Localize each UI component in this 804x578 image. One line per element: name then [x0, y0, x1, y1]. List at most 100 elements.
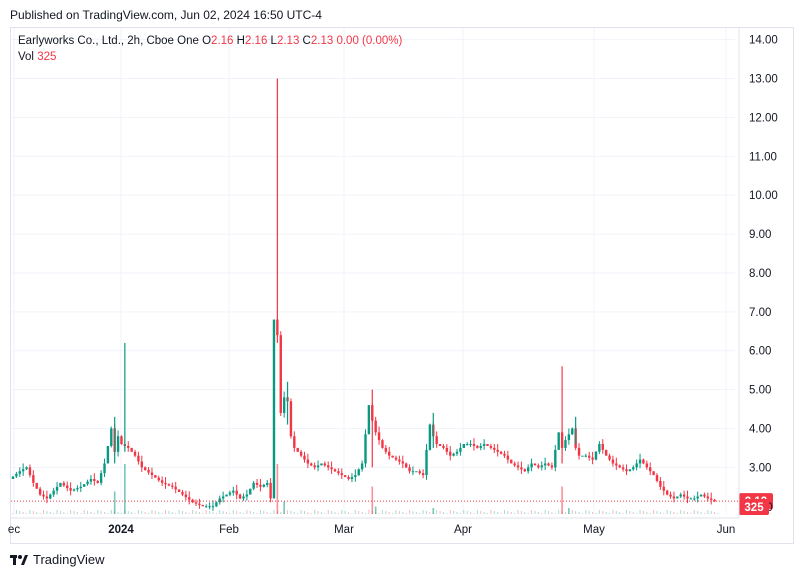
volume-bar: [348, 512, 350, 514]
volume-bar: [351, 513, 353, 514]
volume-bar: [381, 510, 383, 514]
volume-bar: [473, 513, 475, 514]
candle-body: [455, 451, 459, 454]
volume-bar: [476, 510, 478, 514]
candle-body: [269, 482, 272, 499]
volume-bar: [622, 513, 624, 514]
candle-body: [49, 494, 52, 499]
candle-body: [604, 449, 608, 456]
volume-bar: [307, 512, 309, 514]
volume-bar: [324, 513, 326, 514]
candle-body: [76, 488, 79, 490]
volume-bar: [592, 512, 594, 514]
volume-bar: [625, 510, 627, 514]
candle-body: [537, 465, 540, 468]
volume-bar: [371, 486, 374, 514]
volume-bar: [544, 510, 546, 514]
candle-body: [459, 447, 462, 452]
high-label: H: [236, 35, 245, 47]
volume-bar: [670, 511, 672, 514]
candle-body: [404, 463, 408, 468]
volume-bar: [585, 510, 587, 514]
candle-body: [198, 503, 201, 505]
volume-bar: [537, 512, 539, 514]
volume-bar: [53, 513, 55, 514]
volume-bar: [497, 512, 499, 514]
volume-bar: [524, 512, 526, 514]
volume-bar: [571, 510, 573, 514]
candle-body: [191, 499, 194, 503]
volume-bar: [649, 513, 651, 514]
candle-body: [130, 447, 133, 452]
candle-body: [21, 469, 25, 472]
x-tick-label: ec: [8, 524, 20, 536]
brand-label: TradingView: [33, 552, 105, 567]
candle-body: [499, 451, 503, 454]
candle-body: [679, 494, 682, 497]
candle-body: [225, 494, 228, 497]
close-label: C: [302, 35, 311, 47]
candle-body: [32, 475, 35, 483]
candle-body: [445, 447, 449, 452]
candle-body: [628, 469, 632, 472]
candle-body: [303, 455, 306, 460]
volume-bar: [581, 513, 583, 514]
volume-bar: [144, 512, 146, 514]
volume-bar: [483, 512, 485, 514]
candle-body: [520, 467, 523, 470]
volume-bar: [615, 511, 617, 514]
candle-body: [655, 475, 659, 481]
candle-body: [38, 488, 42, 495]
volume-bar: [392, 513, 394, 514]
volume-bar: [63, 512, 65, 514]
candle-body: [706, 496, 710, 499]
candle-body: [364, 434, 367, 464]
volume-bar: [466, 511, 468, 514]
volume-bar: [683, 511, 685, 514]
volume-bar: [246, 510, 248, 514]
candle-body: [245, 494, 249, 497]
volume-bar: [541, 513, 543, 514]
candle-body: [238, 494, 242, 499]
volume-bar: [263, 511, 265, 514]
low-value: 2.13: [276, 35, 300, 47]
candle-body: [110, 428, 113, 446]
candle-body: [394, 457, 398, 460]
volume-bar: [185, 512, 187, 514]
volume-bar: [395, 510, 397, 514]
candle-body: [313, 465, 316, 468]
candle-body: [435, 436, 438, 445]
y-tick-label: 12.00: [749, 112, 778, 124]
volume-bar: [602, 511, 604, 514]
candle-body: [215, 502, 218, 507]
x-tick-label: Apr: [454, 524, 472, 536]
candle-body: [438, 444, 442, 446]
candle-body: [672, 496, 676, 499]
tradingview-logo-icon: [10, 553, 28, 567]
volume-bar: [578, 512, 580, 514]
volume-bar: [209, 511, 211, 514]
candle-body: [428, 424, 432, 450]
candle-body: [350, 477, 354, 480]
candle-body: [554, 449, 557, 468]
volume-bar: [331, 511, 333, 514]
candle-body: [150, 472, 154, 476]
volume-bar: [202, 513, 204, 514]
volume-bar: [676, 513, 678, 514]
candle-body: [167, 484, 171, 486]
volume-bar: [642, 511, 644, 514]
candle-body: [381, 440, 384, 448]
candle-body: [11, 476, 15, 480]
candle-body: [171, 485, 174, 487]
candle-body: [659, 480, 662, 487]
volume-bar: [93, 513, 95, 514]
volume-bar: [449, 510, 451, 514]
footer-brand[interactable]: TradingView: [10, 552, 105, 567]
candle-body: [232, 490, 235, 493]
candle-body: [262, 484, 266, 487]
volume-bar: [432, 508, 435, 514]
candle-body: [411, 471, 415, 473]
volume-bar: [134, 513, 136, 514]
candle-body: [55, 486, 59, 491]
